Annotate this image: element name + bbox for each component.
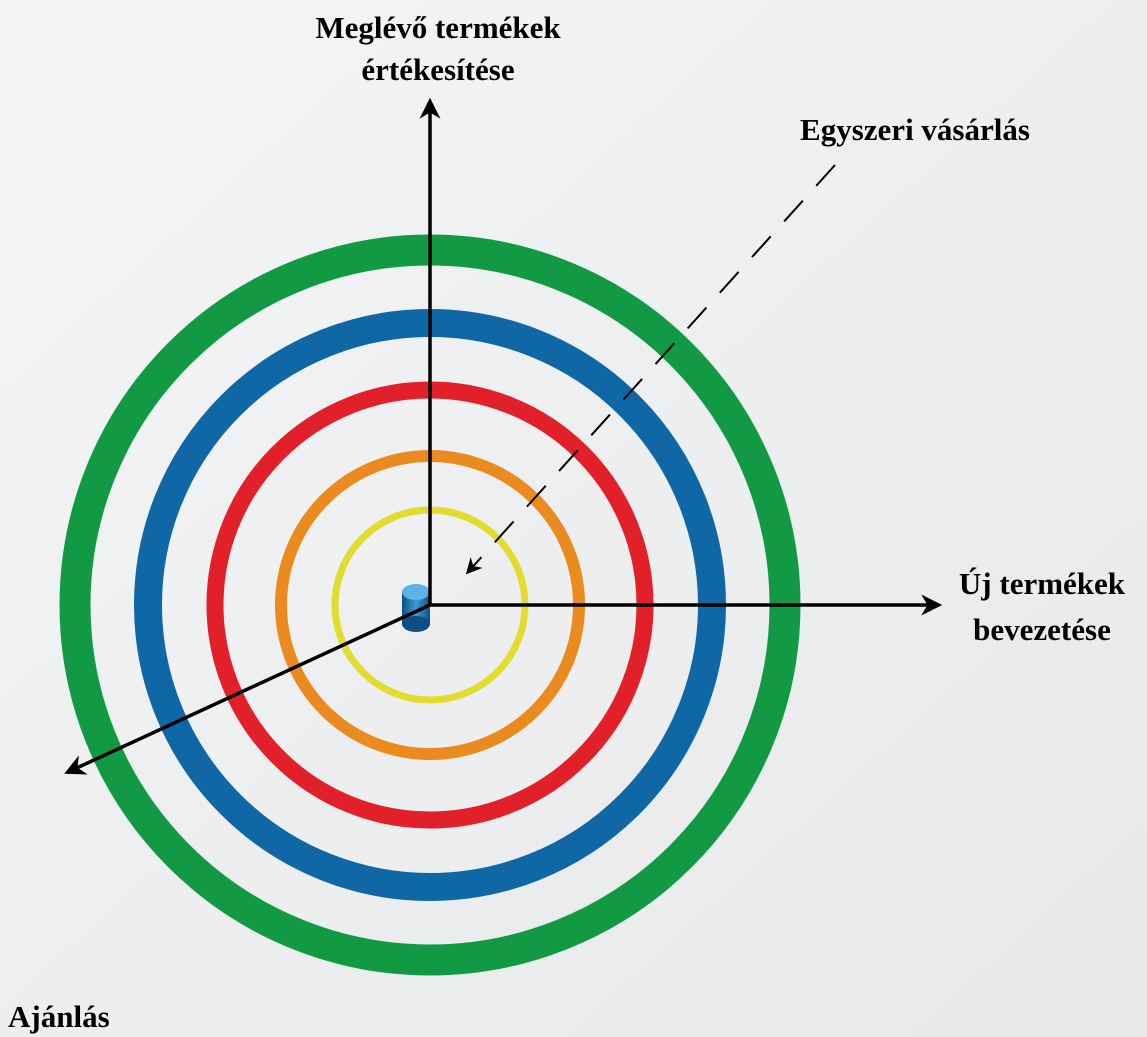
- dashed-arrow: [465, 164, 836, 575]
- center-cylinder: [402, 584, 430, 632]
- label-top-line2: értékesítése: [361, 52, 514, 87]
- label-diagonal: Egyszeri vásárlás: [800, 112, 1030, 147]
- label-bottom-left: Ajánlás: [8, 999, 110, 1034]
- label-right-line2: bevezetése: [973, 612, 1111, 647]
- axis-diagonal: [64, 603, 431, 775]
- label-top-line1: Meglévő termékek: [315, 10, 561, 45]
- label-right-line1: Új termékek: [959, 566, 1126, 601]
